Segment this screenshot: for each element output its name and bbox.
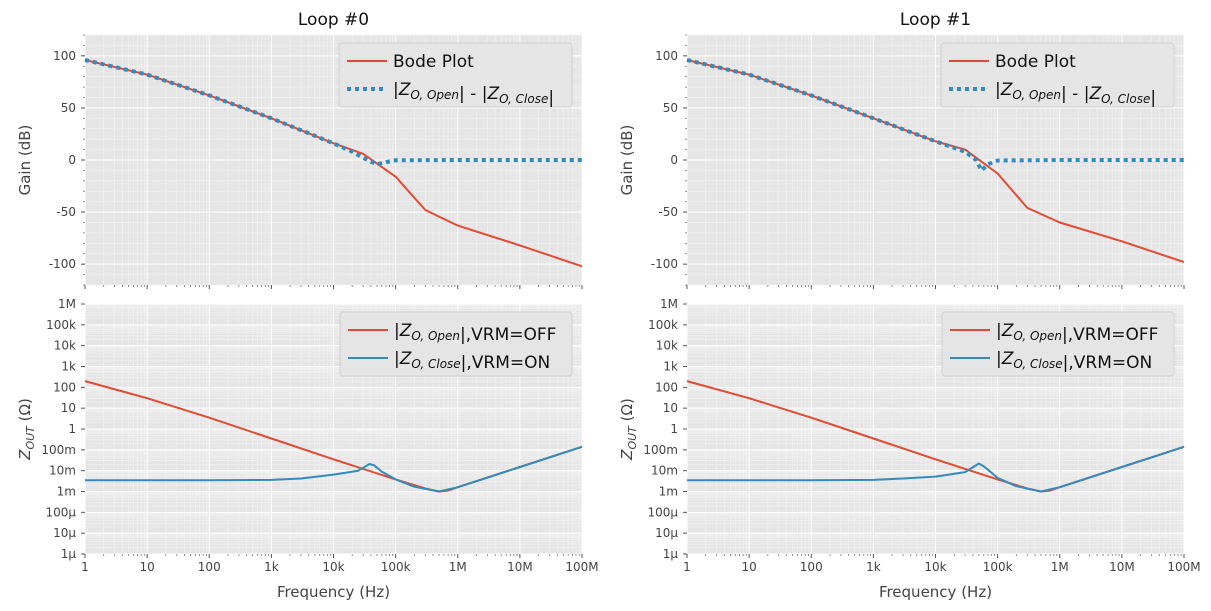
- y-tick-label: -50: [56, 205, 76, 219]
- legend-label: |ZO, Open|,VRM=OFF: [394, 321, 556, 345]
- y-tick-label: 1k: [61, 360, 76, 374]
- tick-labels: 100 50 0 -50 -100: [49, 34, 583, 289]
- x-tick-label: 10: [139, 560, 154, 574]
- chart-title: Loop #0: [298, 10, 369, 30]
- series-line: [687, 445, 1185, 493]
- y-tick-label: -50: [658, 205, 678, 219]
- y-tick-label: 100m: [643, 443, 678, 457]
- tick-labels: 100 50 0 -50 -100: [651, 34, 1185, 289]
- y-tick-label: 10: [663, 401, 678, 415]
- y-tick-label: 10m: [49, 464, 76, 478]
- legend-label: |ZO, Close|,VRM=ON: [996, 349, 1152, 373]
- y-tick-label: 100μ: [45, 505, 76, 519]
- legend-label: |ZO, Open| - |ZO, Close|: [995, 80, 1156, 108]
- tick-labels: 1 10 100 1k 10k 100k 1M 10M 100M 1M 100k 10k 1k 100 10…: [41, 297, 598, 574]
- series-lines: [686, 380, 1185, 493]
- legend-label: |ZO, Open|,VRM=OFF: [996, 321, 1158, 345]
- y-tick-label: 1μ: [663, 547, 679, 561]
- y-tick-label: 1m: [659, 485, 678, 499]
- legend: |ZO, Open|,VRM=OFF |ZO, Close|,VRM=ON: [941, 311, 1175, 377]
- x-tick-label: 1: [683, 560, 691, 574]
- panel-loop0-impedance: 1 10 100 1k 10k 100k 1M 10M 100M 1M 100k 10k 1k 100 10…: [16, 297, 599, 601]
- y-tick-label: 50: [61, 101, 76, 115]
- series-line: [85, 445, 583, 493]
- gridlines: [686, 303, 1185, 555]
- y-axis-label: Gain (dB): [16, 125, 34, 196]
- y-axis-label: ZOUT (Ω): [618, 398, 639, 461]
- y-tick-label: -100: [651, 257, 678, 271]
- legend: Bode Plot |ZO, Open| - |ZO, Close|: [940, 42, 1175, 108]
- y-tick-label: 100: [655, 380, 678, 394]
- y-tick-label: 100: [53, 380, 76, 394]
- y-tick-label: 10μ: [53, 526, 76, 540]
- legend-label: |ZO, Open| - |ZO, Close|: [393, 80, 554, 108]
- panel-loop1-gain: 100 50 0 -50 -100 Loop #1 Gain (dB) Bode Plo…: [618, 10, 1185, 289]
- x-tick-label: 100M: [565, 560, 598, 574]
- gridlines: [686, 34, 1185, 286]
- y-axis-label: Gain (dB): [618, 125, 636, 196]
- legend-box: [338, 42, 573, 108]
- y-tick-label: 1: [68, 422, 76, 436]
- x-tick-label: 10: [741, 560, 756, 574]
- x-tick-label: 100: [800, 560, 823, 574]
- x-tick-label: 10k: [924, 560, 946, 574]
- legend-box: [940, 42, 1175, 108]
- y-tick-label: 1M: [58, 297, 76, 311]
- legend-box: [941, 311, 1175, 377]
- y-tick-label: 100k: [46, 318, 76, 332]
- series-lines: [686, 58, 1185, 264]
- y-tick-label: 1M: [660, 297, 678, 311]
- panel-loop0-gain: 100 50 0 -50 -100 Loop #0 Gain (dB) Bode Plo…: [16, 10, 583, 289]
- x-tick-label: 100M: [1167, 560, 1200, 574]
- legend: Bode Plot |ZO, Open| - |ZO, Close|: [338, 42, 573, 108]
- y-tick-label: 10μ: [655, 526, 678, 540]
- y-tick-label: 10: [61, 401, 76, 415]
- series-lines: [84, 58, 583, 268]
- legend-label: Bode Plot: [393, 52, 474, 72]
- y-tick-label: 1k: [663, 360, 678, 374]
- y-tick-label: 10k: [656, 339, 678, 353]
- x-axis-label: Frequency (Hz): [277, 583, 390, 601]
- legend-box: [339, 311, 573, 377]
- x-tick-label: 100k: [381, 560, 411, 574]
- legend: |ZO, Open|,VRM=OFF |ZO, Close|,VRM=ON: [339, 311, 573, 377]
- x-tick-label: 10k: [322, 560, 344, 574]
- y-tick-label: 100k: [648, 318, 678, 332]
- y-tick-label: 1: [670, 422, 678, 436]
- y-tick-label: 100μ: [647, 505, 678, 519]
- x-tick-label: 10M: [507, 560, 533, 574]
- x-axis-label: Frequency (Hz): [879, 583, 992, 601]
- series-line: [84, 58, 582, 167]
- x-tick-label: 1k: [264, 560, 279, 574]
- chart-title: Loop #1: [900, 10, 971, 30]
- y-tick-label: -100: [49, 257, 76, 271]
- y-tick-label: 100m: [41, 443, 76, 457]
- legend-label: |ZO, Close|,VRM=ON: [394, 349, 550, 373]
- panel-loop1-impedance: 1 10 100 1k 10k 100k 1M 10M 100M 1M 100k 10k 1k 100 10…: [618, 297, 1201, 601]
- x-tick-label: 10M: [1109, 560, 1135, 574]
- y-tick-label: 0: [670, 153, 678, 167]
- y-tick-label: 100: [53, 49, 76, 63]
- y-tick-label: 100: [655, 49, 678, 63]
- y-axis-label: ZOUT (Ω): [16, 398, 37, 461]
- x-tick-label: 1k: [866, 560, 881, 574]
- x-tick-label: 1: [81, 560, 89, 574]
- x-tick-label: 100k: [983, 560, 1013, 574]
- y-tick-label: 10m: [651, 464, 678, 478]
- y-tick-label: 0: [68, 153, 76, 167]
- x-tick-label: 100: [198, 560, 221, 574]
- legend-label: Bode Plot: [995, 52, 1076, 72]
- tick-labels: 1 10 100 1k 10k 100k 1M 10M 100M 1M 100k 10k 1k 100 10…: [643, 297, 1200, 574]
- series-lines: [84, 380, 583, 493]
- x-tick-label: 1M: [449, 560, 467, 574]
- gridlines: [84, 303, 583, 555]
- y-tick-label: 1μ: [61, 547, 77, 561]
- y-tick-label: 10k: [54, 339, 76, 353]
- y-tick-label: 50: [663, 101, 678, 115]
- y-tick-label: 1m: [57, 485, 76, 499]
- x-tick-label: 1M: [1051, 560, 1069, 574]
